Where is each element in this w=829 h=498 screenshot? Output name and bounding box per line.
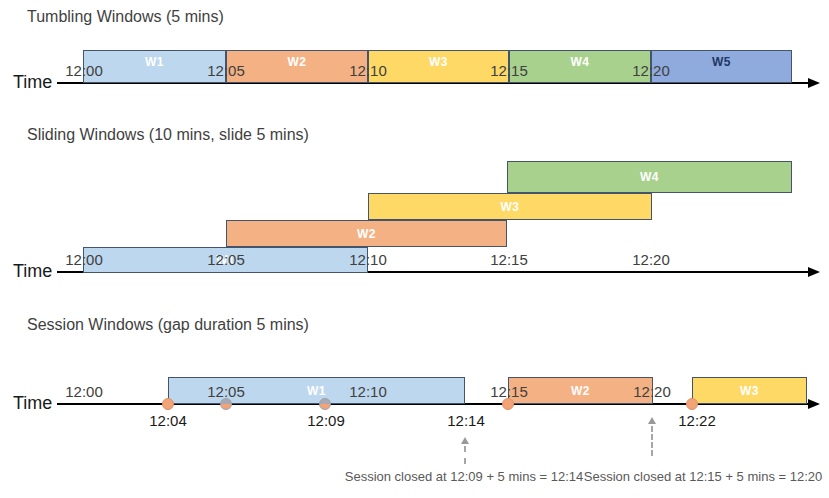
tick-label: 12:10 (349, 251, 387, 269)
timeline-arrow-icon (808, 399, 820, 409)
window-label: W2 (571, 384, 590, 398)
window-box: W3 (368, 193, 652, 220)
tick-label: 12:15 (490, 62, 528, 80)
tick-label: 12:00 (65, 251, 103, 269)
dashed-line-icon (651, 426, 653, 456)
time-axis-label: Time (13, 261, 52, 282)
session-close-note: Session closed at 12:09 + 5 mins = 12:14 (345, 469, 584, 484)
diagram-canvas: Tumbling Windows (5 mins) Time W1 W2 W3 W4 W5 1… (0, 0, 829, 498)
window-label: W1 (145, 55, 164, 69)
window-box: W5 (651, 50, 792, 83)
dashed-line-icon (464, 446, 466, 464)
window-label: W4 (640, 170, 659, 184)
tick-label: 12:00 (65, 383, 103, 401)
window-label: W1 (307, 384, 326, 398)
event-time-label: 12:09 (307, 412, 345, 429)
window-box: W3 (368, 50, 509, 83)
session-close-arrow (461, 437, 469, 464)
window-label: W2 (288, 55, 307, 69)
arrow-up-icon (461, 437, 469, 444)
event-dot (319, 398, 331, 410)
event-time-label: 12:22 (678, 412, 716, 429)
diagram-title: Sliding Windows (10 mins, slide 5 mins) (27, 126, 309, 144)
session-close-arrow (648, 417, 656, 456)
event-time-label: 12:04 (149, 412, 187, 429)
window-label: W4 (571, 55, 590, 69)
event-time-label: 12:14 (447, 412, 485, 429)
event-dot (686, 398, 698, 410)
tick-label: 12:05 (207, 62, 245, 80)
window-box: W4 (507, 161, 792, 193)
time-axis-label: Time (13, 393, 52, 414)
tick-label: 12:05 (207, 251, 245, 269)
tick-label: 12:20 (633, 383, 671, 401)
window-label: W2 (357, 227, 376, 241)
window-label: W3 (429, 55, 448, 69)
tick-label: 12:10 (349, 62, 387, 80)
tick-label: 12:15 (490, 383, 528, 401)
time-axis-label: Time (13, 72, 52, 93)
window-box: W2 (508, 377, 653, 404)
tick-label: 12:20 (632, 62, 670, 80)
window-box: W2 (226, 50, 368, 83)
event-dot (162, 398, 174, 410)
diagram-title: Session Windows (gap duration 5 mins) (27, 316, 309, 334)
window-label: W5 (712, 55, 731, 69)
timeline-arrow-icon (808, 78, 820, 88)
tick-label: 12:05 (207, 383, 245, 401)
window-label: W3 (740, 384, 759, 398)
window-box: W1 (83, 50, 226, 83)
diagram-title: Tumbling Windows (5 mins) (27, 8, 224, 26)
tick-label: 12:10 (349, 383, 387, 401)
session-close-note: Session closed at 12:15 + 5 mins = 12:20 (584, 469, 823, 484)
arrow-up-icon (648, 417, 656, 424)
tick-label: 12:00 (65, 62, 103, 80)
window-box: W3 (692, 377, 807, 404)
tick-label: 12:15 (490, 251, 528, 269)
window-box: W2 (226, 220, 507, 247)
tick-label: 12:20 (632, 251, 670, 269)
window-label: W3 (501, 200, 520, 214)
window-box: W4 (509, 50, 651, 83)
timeline-arrow-icon (808, 267, 820, 277)
